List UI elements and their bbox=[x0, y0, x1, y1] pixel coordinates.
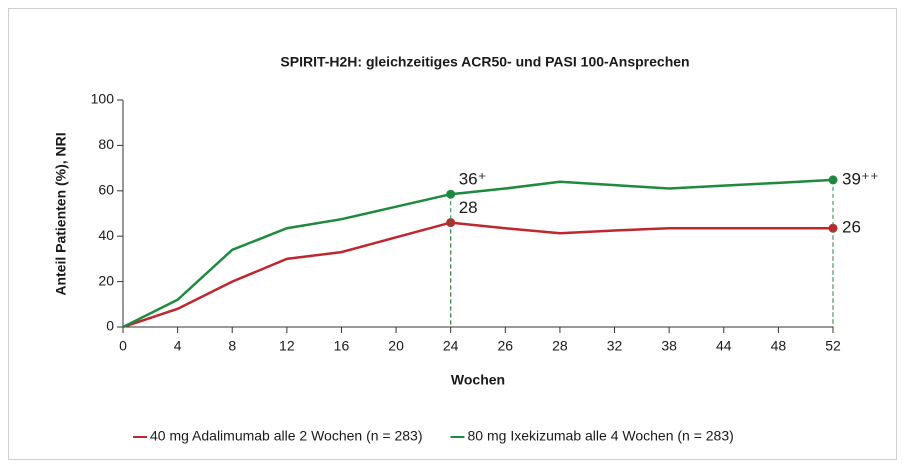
x-axis-label: Wochen bbox=[451, 372, 505, 388]
legend-label: 40 mg Adalimumab alle 2 Wochen (n = 283) bbox=[150, 428, 423, 444]
frame bbox=[8, 8, 897, 460]
y-tick-label: 0 bbox=[106, 318, 114, 334]
marker bbox=[828, 223, 838, 233]
x-tick-label: 20 bbox=[388, 338, 404, 354]
x-tick-label: 52 bbox=[825, 338, 841, 354]
y-axis-label: Anteil Patienten (%), NRI bbox=[53, 132, 69, 295]
annotation: 26 bbox=[842, 218, 861, 237]
y-tick-label: 40 bbox=[98, 227, 114, 243]
x-tick-label: 28 bbox=[552, 338, 568, 354]
y-tick-label: 60 bbox=[98, 182, 114, 198]
y-tick-label: 80 bbox=[98, 136, 114, 152]
x-tick-label: 26 bbox=[498, 338, 514, 354]
x-tick-label: 12 bbox=[279, 338, 295, 354]
legend-label: 80 mg Ixekizumab alle 4 Wochen (n = 283) bbox=[468, 428, 734, 444]
x-tick-label: 24 bbox=[443, 338, 459, 354]
x-tick-label: 48 bbox=[771, 338, 787, 354]
x-tick-label: 0 bbox=[119, 338, 127, 354]
annotation: 39⁺⁺ bbox=[842, 169, 879, 188]
x-tick-label: 32 bbox=[607, 338, 623, 354]
annotation: 28 bbox=[459, 198, 478, 217]
y-tick-label: 100 bbox=[91, 91, 115, 107]
series-line bbox=[122, 221, 833, 329]
x-tick-label: 44 bbox=[716, 338, 732, 354]
x-tick-label: 38 bbox=[661, 338, 677, 354]
x-tick-label: 4 bbox=[174, 338, 182, 354]
marker bbox=[828, 175, 838, 185]
annotation: 36⁺ bbox=[459, 170, 487, 189]
chart-title: SPIRIT-H2H: gleichzeitiges ACR50- und PA… bbox=[280, 54, 689, 70]
y-tick-label: 20 bbox=[98, 272, 114, 288]
x-tick-label: 16 bbox=[334, 338, 350, 354]
x-tick-label: 8 bbox=[228, 338, 236, 354]
series-line bbox=[122, 178, 834, 329]
marker bbox=[446, 189, 456, 199]
